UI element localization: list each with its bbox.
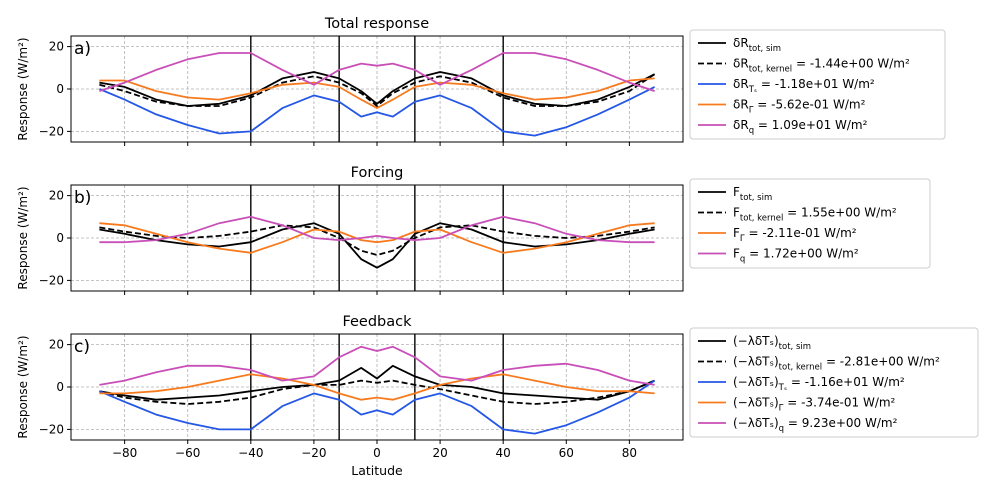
- panel-1: −20 0 20 Forcing b) Response (W/m²): [16, 165, 684, 295]
- legend-entry: δRtot, sim: [733, 36, 781, 54]
- x-tick-label: −20: [301, 446, 326, 460]
- series-line-1: [99, 73, 656, 107]
- legend-0: δRtot, sim δRtot, kernel = -1.44e+00 W/m²…: [689, 29, 946, 140]
- panel-0: −20 0 20 Total response a) Response (W/m²): [16, 16, 684, 146]
- y-tick-label: −20: [39, 124, 64, 138]
- panel-title: Forcing: [351, 165, 404, 181]
- panel-title: Feedback: [342, 314, 412, 330]
- legend-box: [689, 29, 946, 140]
- legend-entry: (−λδTₛ)q = 9.23e+00 W/m²: [733, 416, 898, 434]
- series-line-4: [99, 345, 655, 386]
- y-tick-label: −20: [39, 273, 64, 287]
- legend-box: [689, 178, 931, 269]
- legend-entry: (−λδTₛ)Tₛ = -1.16e+01 W/m²: [733, 375, 905, 393]
- series-group: [99, 52, 656, 137]
- legend-entry: Fq = 1.72e+00 W/m²: [733, 247, 859, 265]
- legend-1: Ftot, sim Ftot, kernel = 1.55e+00 W/m² FΓ …: [689, 178, 931, 269]
- y-tick-label: −20: [39, 422, 64, 436]
- legend-entry: δRq = 1.09e+01 W/m²: [733, 118, 868, 136]
- panel-title: Total response: [324, 16, 429, 32]
- legend-entry: (−λδTₛ)tot, sim: [733, 334, 811, 352]
- legend-entry: FΓ = -2.11e-01 W/m²: [733, 226, 857, 244]
- series-line-2: [99, 379, 656, 435]
- legend-entry: (−λδTₛ)Γ = -3.74e-01 W/m²: [733, 396, 896, 414]
- y-axis-label: Response (W/m²): [16, 335, 30, 438]
- y-tick-label: 0: [56, 380, 64, 394]
- x-tick-label: −60: [175, 446, 200, 460]
- legend-entry: Ftot, sim: [733, 185, 772, 203]
- legend-entry: (−λδTₛ)tot, kernel = -2.81e+00 W/m²: [733, 355, 940, 373]
- panel-label: a): [74, 39, 91, 59]
- series-group: [99, 215, 655, 269]
- legend-2: (−λδTₛ)tot, sim (−λδTₛ)tot, kernel = -2.8…: [689, 327, 979, 438]
- y-tick-label: 20: [49, 40, 64, 54]
- series-line-0: [99, 364, 655, 401]
- series-line-3: [99, 215, 655, 244]
- series-line-2: [99, 86, 656, 137]
- x-tick-label: −40: [238, 446, 263, 460]
- series-line-1: [99, 379, 655, 405]
- legend-entry: δRTₛ = -1.18e+01 W/m²: [733, 77, 875, 95]
- series-line-4: [99, 52, 655, 92]
- x-axis-label: Latitude: [351, 463, 403, 478]
- y-tick-label: 0: [56, 82, 64, 96]
- series-line-3: [99, 77, 655, 109]
- series-group: [99, 345, 656, 435]
- legend-entry: δRΓ = -5.62e-01 W/m²: [733, 98, 866, 116]
- series-line-3: [99, 373, 655, 401]
- series-line-1: [99, 224, 655, 256]
- y-tick-label: 20: [49, 189, 64, 203]
- panel-2: −20 0 20 −80 −60 −40 −20 0 20 40 60 80 Feedback c) Res…: [16, 314, 684, 478]
- x-tick-label: 60: [559, 446, 574, 460]
- x-tick-label: −80: [112, 446, 137, 460]
- x-tick-label: 80: [622, 446, 637, 460]
- panel-label: b): [74, 188, 91, 208]
- series-line-2: [99, 222, 655, 254]
- y-axis-label: Response (W/m²): [16, 186, 30, 289]
- y-axis-label: Response (W/m²): [16, 37, 30, 140]
- y-tick-label: 0: [56, 231, 64, 245]
- legend-entry: Ftot, kernel = 1.55e+00 W/m²: [733, 206, 897, 224]
- x-tick-label: 20: [432, 446, 447, 460]
- x-tick-label: 40: [496, 446, 511, 460]
- x-tick-label: 0: [373, 446, 381, 460]
- y-tick-label: 20: [49, 338, 64, 352]
- panel-label: c): [74, 337, 90, 357]
- legend-box: [689, 327, 979, 438]
- legend-entry: δRtot, kernel = -1.44e+00 W/m²: [733, 57, 910, 75]
